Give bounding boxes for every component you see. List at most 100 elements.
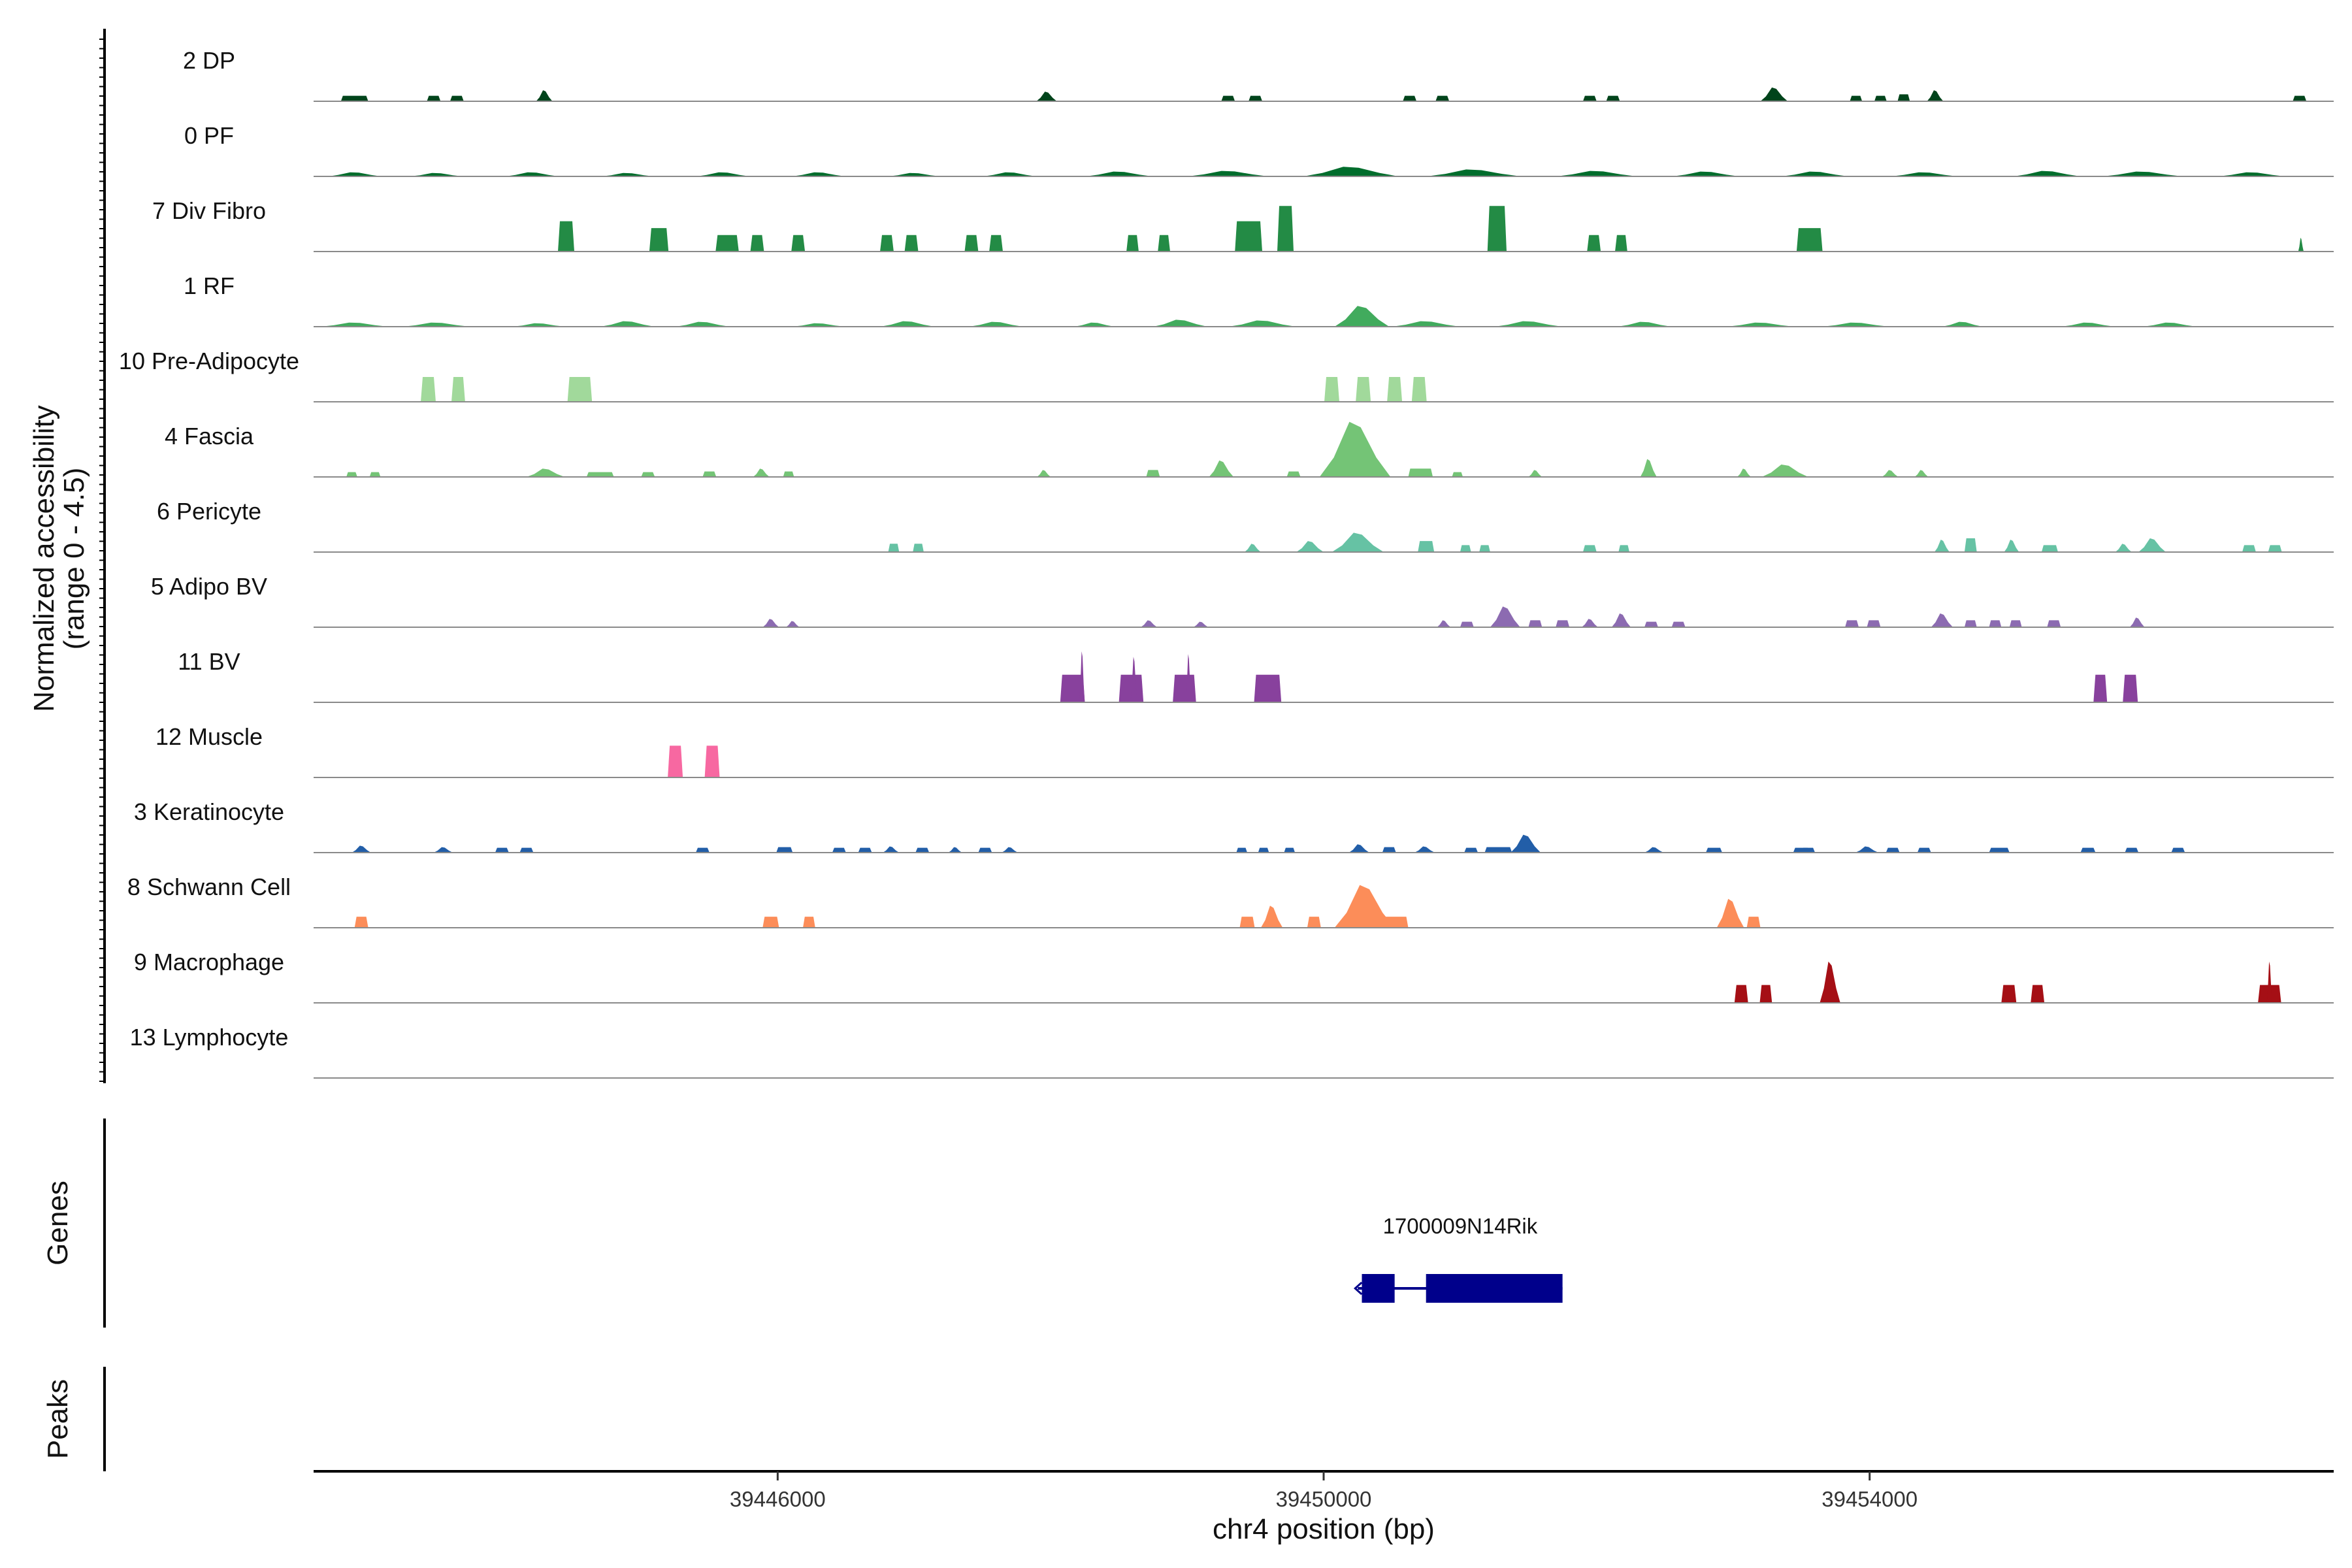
coverage-peak: [1239, 917, 1255, 928]
coverage-peak: [1820, 961, 1840, 1003]
coverage-peak: [2268, 545, 2282, 552]
coverage-peak: [982, 172, 1037, 176]
y-axis: [99, 29, 106, 1083]
coverage-peak: [1126, 235, 1139, 252]
coverage-peak: [1380, 917, 1409, 928]
coverage-peak: [2013, 171, 2082, 176]
coverage-peak: [1484, 847, 1512, 853]
track-label: 12 Muscle: [155, 723, 263, 750]
coverage-peak: [2001, 985, 2017, 1003]
peaks-axis-label: Peaks: [42, 1379, 74, 1459]
coverage-peak: [1671, 171, 1740, 176]
coverage-peak: [1850, 95, 1863, 101]
coverage-peak: [1334, 306, 1390, 327]
coverage-peak: [1303, 167, 1399, 176]
coverage-peak: [1334, 885, 1395, 928]
coverage-peak: [402, 322, 471, 327]
coverage-peak: [2142, 322, 2198, 327]
track-11-bv: 11 BV: [178, 648, 2334, 703]
coverage-peak: [1037, 470, 1051, 477]
coverage-tracks: 2 DP 0 PF 7 Div Fibro 1 RF 10 Pre-Adipocyte 4…: [119, 47, 2334, 1079]
coverage-peak: [2266, 961, 2272, 1003]
coverage-peak: [1387, 377, 1403, 402]
coverage-peak: [600, 321, 655, 327]
coverage-peak: [1606, 95, 1620, 101]
coverage-peak: [1801, 847, 1816, 853]
coverage-peak: [1173, 674, 1196, 702]
x-tick-label: 39450000: [1276, 1487, 1372, 1511]
coverage-peak: [1528, 470, 1543, 477]
coverage-peak: [1874, 95, 1887, 101]
track-4-fascia: 4 Fascia: [165, 421, 2334, 478]
coverage-peak: [1582, 95, 1597, 101]
coverage-peak: [1403, 95, 1417, 101]
coverage-peak: [883, 846, 900, 853]
x-axis-label: chr4 position (bp): [1213, 1513, 1435, 1545]
coverage-peak: [762, 917, 779, 928]
coverage-peak: [948, 847, 962, 853]
coverage-peak: [649, 228, 669, 252]
gene-exon: [1426, 1274, 1563, 1303]
coverage-peak: [1706, 847, 1722, 853]
coverage-peak: [791, 323, 846, 327]
coverage-peak: [668, 745, 683, 777]
coverage-peak: [1236, 847, 1247, 853]
coverage-peak: [1437, 620, 1451, 627]
coverage-peak: [1382, 847, 1396, 853]
coverage-peak: [433, 847, 453, 853]
coverage-peak: [369, 472, 381, 477]
coverage-peak: [1726, 322, 1795, 327]
track-label: 10 Pre-Adipocyte: [119, 348, 299, 374]
coverage-peak: [504, 172, 560, 176]
track-label: 3 Keratinocyte: [134, 798, 284, 825]
coverage-peak: [1348, 844, 1369, 853]
coverage-peak: [1452, 472, 1463, 477]
coverage-peak: [1146, 470, 1160, 477]
coverage-peak: [880, 235, 894, 252]
coverage-peak: [858, 847, 872, 853]
track-label: 11 BV: [178, 648, 240, 675]
coverage-peak: [1964, 538, 1977, 552]
coverage-peak: [2298, 237, 2304, 252]
coverage-peak: [1460, 545, 1471, 552]
coverage-peak: [1085, 171, 1153, 176]
coverage-peak: [832, 847, 846, 853]
coverage-peak: [1187, 171, 1269, 176]
coverage-peak: [1479, 545, 1490, 552]
track-label: 5 Adipo BV: [151, 573, 267, 600]
coverage-peak: [2293, 95, 2307, 101]
coverage-peak: [887, 172, 941, 176]
coverage-peak: [1556, 620, 1570, 627]
coverage-peak: [1414, 846, 1435, 853]
coverage-peak: [2047, 620, 2061, 627]
coverage-peak: [1556, 171, 1638, 176]
coverage-peak: [340, 95, 368, 101]
coverage-peak: [989, 235, 1003, 252]
coverage-peak: [2125, 847, 2139, 853]
gene-strand-arrow: [1353, 1281, 1363, 1296]
coverage-peak: [2115, 544, 2132, 552]
coverage-peak: [803, 917, 815, 928]
coverage-peak: [346, 472, 357, 477]
coverage-peak: [1934, 540, 1950, 552]
coverage-peak: [978, 847, 992, 853]
coverage-peak: [449, 95, 464, 101]
coverage-peak: [1917, 847, 1931, 853]
coverage-peak: [750, 235, 764, 252]
x-axis: 39446000 39450000 39454000: [730, 1471, 1918, 1511]
coverage-peak: [915, 847, 930, 853]
coverage-peak: [880, 321, 935, 327]
coverage-peak: [2217, 172, 2286, 176]
coverage-peak: [1890, 172, 1959, 176]
coverage-peak: [409, 172, 464, 176]
coverage-peak: [2041, 545, 2058, 552]
coverage-peak: [1228, 320, 1297, 327]
coverage-peak: [715, 235, 739, 252]
coverage-peak: [451, 377, 465, 402]
coverage-peak: [1964, 620, 1977, 627]
coverage-peak: [1615, 235, 1627, 252]
coverage-peak: [558, 221, 574, 252]
coverage-peak: [2123, 674, 2138, 702]
y-axis-label-line1: Normalized accessibility: [28, 405, 60, 711]
track-8-schwann-cell: 8 Schwann Cell: [127, 874, 2334, 928]
